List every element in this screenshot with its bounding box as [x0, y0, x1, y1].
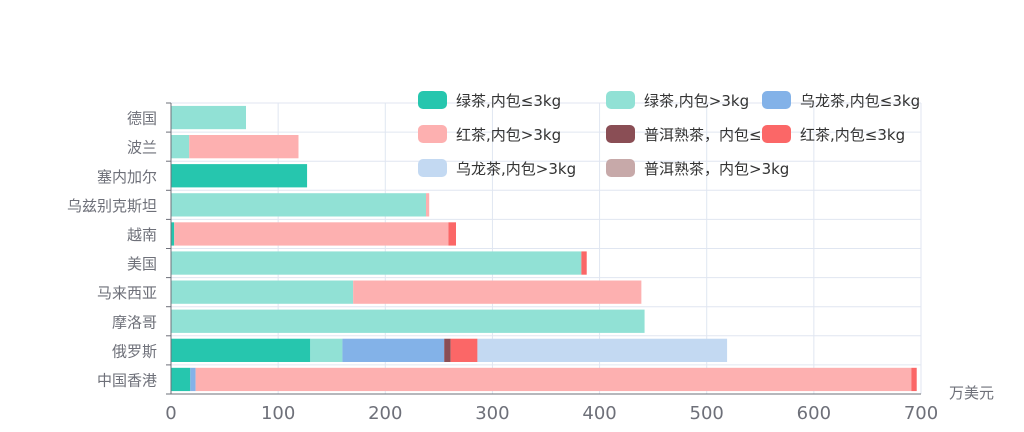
bar-segment[interactable] — [310, 338, 343, 362]
bar-segment[interactable] — [444, 338, 451, 362]
legend-swatch — [606, 159, 635, 177]
x-tick-label: 500 — [690, 403, 724, 424]
legend-swatch — [762, 91, 791, 109]
bar-segment[interactable] — [342, 338, 445, 362]
legend-label: 绿茶,内包≤3kg — [456, 91, 562, 110]
bar-segment[interactable] — [189, 135, 299, 159]
x-tick-label: 100 — [261, 403, 295, 424]
x-tick-label: 400 — [582, 403, 616, 424]
legend-item[interactable]: 红茶,内包≤3kg — [762, 122, 905, 146]
y-category-label: 马来西亚 — [97, 284, 157, 302]
legend-swatch — [418, 125, 447, 143]
legend-item[interactable]: 绿茶,内包≤3kg — [418, 88, 561, 112]
bar-segment[interactable] — [174, 222, 449, 246]
bar-segment[interactable] — [426, 193, 430, 217]
y-category-label: 中国香港 — [97, 371, 157, 389]
bar-segment[interactable] — [195, 367, 912, 392]
x-tick-label: 300 — [475, 403, 509, 424]
legend-swatch — [418, 91, 447, 109]
x-tick-label: 600 — [797, 403, 831, 424]
bar-segment[interactable] — [190, 367, 196, 392]
legend-item[interactable]: 绿茶,内包>3kg — [606, 88, 749, 112]
y-category-label: 越南 — [127, 226, 157, 244]
legend-label: 绿茶,内包>3kg — [644, 91, 750, 110]
legend-swatch — [606, 125, 635, 143]
legend-swatch — [762, 125, 791, 143]
bar-segment[interactable] — [353, 280, 642, 304]
legend-label: 红茶,内包>3kg — [456, 125, 562, 144]
bar-segment[interactable] — [171, 309, 645, 333]
grid — [171, 102, 922, 394]
legend-item[interactable]: 乌龙茶,内包≤3kg — [762, 88, 920, 112]
bar-segment[interactable] — [448, 222, 457, 246]
bar-segment[interactable] — [477, 338, 728, 362]
bar-segment[interactable] — [171, 164, 308, 188]
x-tick-label: 0 — [165, 403, 176, 424]
y-category-label: 塞内加尔 — [97, 168, 157, 186]
bar-segment[interactable] — [450, 338, 478, 362]
y-category-label: 俄罗斯 — [112, 342, 157, 360]
legend-swatch — [606, 91, 635, 109]
bar-segment[interactable] — [171, 280, 354, 304]
bar-segment[interactable] — [581, 251, 587, 275]
axes: 0 100 200 300 400 500 600 700 德国波兰塞内加尔乌兹别克斯坦越南美国… — [67, 102, 994, 424]
x-axis-title: 万美元 — [949, 384, 994, 402]
y-category-label: 乌兹别克斯坦 — [67, 197, 157, 215]
y-category-label: 美国 — [127, 255, 157, 273]
bar-segment[interactable] — [171, 105, 246, 130]
legend-swatch — [418, 159, 447, 177]
legend-label: 普洱熟茶，内包≤3kg — [644, 125, 790, 144]
legend-label: 普洱熟茶，内包>3kg — [644, 159, 790, 178]
bar-segment[interactable] — [171, 338, 311, 362]
bar-segment[interactable] — [171, 135, 190, 159]
legend-item[interactable]: 红茶,内包>3kg — [418, 122, 561, 146]
bar-segment[interactable] — [911, 367, 917, 392]
bar-segment[interactable] — [171, 193, 426, 217]
x-tick-label: 200 — [368, 403, 402, 424]
legend-item[interactable]: 普洱熟茶，内包>3kg — [606, 156, 789, 180]
legend-label: 乌龙茶,内包>3kg — [456, 159, 577, 178]
legend-label: 红茶,内包≤3kg — [800, 125, 906, 144]
legend-item[interactable]: 普洱熟茶，内包≤3kg — [606, 122, 789, 146]
bar-segment[interactable] — [171, 222, 175, 246]
x-tick-label: 700 — [904, 403, 938, 424]
bar-segment[interactable] — [171, 367, 191, 392]
y-category-label: 摩洛哥 — [112, 313, 157, 331]
y-category-label: 波兰 — [127, 139, 157, 157]
legend-item[interactable]: 乌龙茶,内包>3kg — [418, 156, 576, 180]
legend-label: 乌龙茶,内包≤3kg — [800, 91, 921, 110]
bar-segment[interactable] — [171, 251, 582, 275]
bars — [171, 105, 917, 392]
y-category-label: 德国 — [127, 110, 157, 128]
